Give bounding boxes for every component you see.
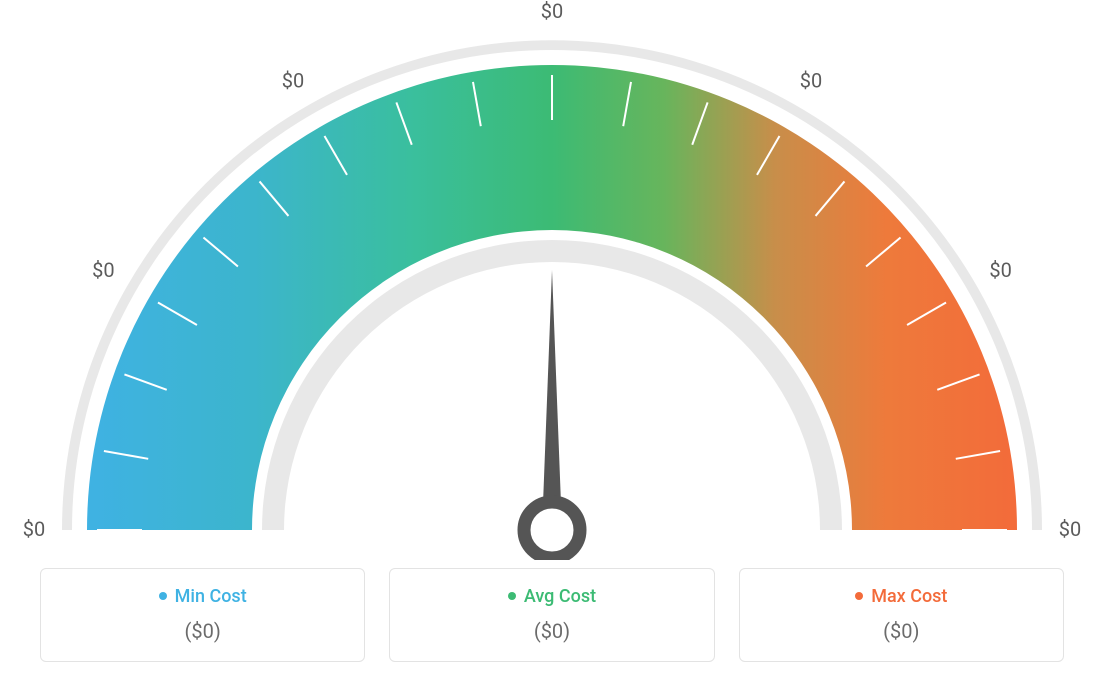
- dot-icon: [855, 592, 863, 600]
- legend-text-avg: Avg Cost: [524, 586, 596, 607]
- legend-value-max: ($0): [752, 619, 1051, 643]
- legend-text-max: Max Cost: [871, 586, 947, 607]
- legend-item-max: Max Cost ($0): [739, 568, 1064, 662]
- legend-label-min: Min Cost: [159, 586, 247, 607]
- legend-label-max: Max Cost: [855, 586, 947, 607]
- legend-item-avg: Avg Cost ($0): [389, 568, 714, 662]
- legend-label-avg: Avg Cost: [508, 586, 596, 607]
- gauge-tick-label: $0: [92, 258, 114, 282]
- gauge-needle-hub: [524, 502, 580, 558]
- gauge-tick-label: $0: [1059, 517, 1081, 541]
- legend-value-min: ($0): [53, 619, 352, 643]
- gauge-tick-label: $0: [541, 0, 563, 23]
- gauge-svg: $0 $0 $0 $0 $0 $0 $0: [0, 0, 1104, 560]
- legend-value-avg: ($0): [402, 619, 701, 643]
- gauge-tick-label: $0: [23, 517, 45, 541]
- gauge-needle: [542, 270, 562, 530]
- dot-icon: [508, 592, 516, 600]
- legend-row: Min Cost ($0) Avg Cost ($0) Max Cost ($0…: [0, 568, 1104, 662]
- gauge-chart: $0 $0 $0 $0 $0 $0 $0: [0, 0, 1104, 560]
- gauge-tick-label: $0: [282, 68, 304, 92]
- dot-icon: [159, 592, 167, 600]
- legend-text-min: Min Cost: [175, 586, 247, 607]
- gauge-tick-label: $0: [800, 68, 822, 92]
- gauge-tick-label: $0: [989, 258, 1011, 282]
- legend-item-min: Min Cost ($0): [40, 568, 365, 662]
